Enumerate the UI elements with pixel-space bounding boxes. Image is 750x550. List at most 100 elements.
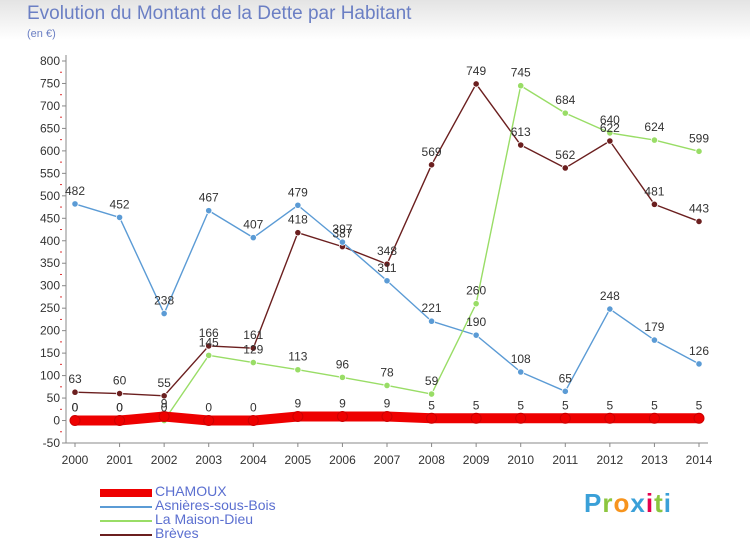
- data-point: [604, 412, 616, 424]
- legend-swatch: [100, 489, 152, 497]
- legend-label: La Maison-Dieu: [155, 511, 254, 527]
- x-tick-label: 2005: [285, 453, 312, 467]
- x-tick-label: 2002: [151, 453, 178, 467]
- data-point: [383, 277, 391, 285]
- data-label: 108: [511, 352, 531, 366]
- data-point: [693, 412, 705, 424]
- data-label: 9: [339, 396, 346, 410]
- x-tick-label: 2003: [195, 453, 222, 467]
- data-label: 5: [607, 398, 614, 412]
- y-tick-label: 800: [40, 54, 60, 68]
- data-label: 569: [422, 145, 442, 159]
- data-point: [205, 351, 213, 359]
- x-tick-label: 2004: [240, 453, 267, 467]
- y-tick-label: 50: [47, 391, 61, 405]
- legend-swatch: [100, 534, 152, 536]
- data-point: [561, 109, 569, 117]
- data-point: [336, 410, 348, 422]
- data-label: 0: [205, 401, 212, 415]
- data-label: 260: [466, 284, 486, 298]
- data-label: 5: [562, 398, 569, 412]
- legend-swatch: [100, 506, 152, 508]
- data-point: [427, 390, 436, 398]
- legend-swatch: [100, 520, 152, 522]
- legend-label: Brèves: [155, 525, 199, 541]
- data-label: 5: [696, 398, 703, 412]
- data-point: [381, 410, 393, 422]
- data-label: 126: [689, 344, 709, 358]
- data-point: [249, 234, 257, 242]
- y-tick-label: 300: [40, 279, 60, 293]
- data-label: 5: [651, 398, 658, 412]
- data-label: 0: [250, 401, 257, 415]
- data-label: 0: [161, 401, 168, 415]
- data-label: 481: [644, 184, 664, 198]
- logo-letter: t: [654, 488, 664, 518]
- data-point: [472, 300, 480, 308]
- data-label: 9: [384, 396, 391, 410]
- data-point: [294, 366, 302, 374]
- data-label: 221: [422, 301, 442, 315]
- data-point: [247, 415, 259, 427]
- data-label: 96: [336, 357, 350, 371]
- x-tick-label: 2009: [463, 453, 490, 467]
- logo-letter: o: [613, 488, 631, 518]
- data-point: [606, 129, 614, 137]
- data-label: 613: [511, 125, 531, 139]
- logo-letter: P: [584, 488, 603, 518]
- y-tick-label: 550: [40, 166, 60, 180]
- data-label: 238: [154, 294, 174, 308]
- data-label: 0: [72, 401, 79, 415]
- y-tick-label: 0: [53, 414, 60, 428]
- x-tick-label: 2000: [62, 453, 89, 467]
- x-tick-label: 2013: [641, 453, 668, 467]
- x-tick-label: 2012: [597, 453, 624, 467]
- data-label: 5: [517, 398, 524, 412]
- data-point: [205, 207, 213, 215]
- data-label: 0: [116, 401, 123, 415]
- data-label: 179: [644, 320, 664, 334]
- x-tick-label: 2011: [552, 453, 578, 467]
- data-label: 5: [473, 398, 480, 412]
- data-point: [695, 217, 703, 226]
- data-label: 467: [199, 191, 219, 205]
- data-point: [695, 360, 703, 368]
- logo-letter: x: [630, 488, 646, 518]
- y-tick-label: 100: [40, 369, 60, 383]
- data-label: 745: [511, 66, 531, 80]
- y-tick-label: 450: [40, 211, 60, 225]
- data-point: [561, 387, 569, 395]
- data-point: [158, 410, 170, 422]
- data-label: 248: [600, 289, 620, 303]
- data-point: [606, 137, 614, 145]
- data-label: 166: [199, 326, 219, 340]
- x-tick-label: 2007: [374, 453, 401, 467]
- data-point: [561, 164, 569, 172]
- y-tick-label: 650: [40, 121, 60, 135]
- data-label: 5: [428, 398, 435, 412]
- data-point: [472, 80, 480, 88]
- data-point: [294, 201, 302, 209]
- data-label: 443: [689, 201, 709, 215]
- y-tick-label: 150: [40, 346, 60, 360]
- data-point: [69, 415, 81, 427]
- data-label: 624: [644, 120, 664, 134]
- data-point: [426, 412, 438, 424]
- data-point: [294, 229, 302, 237]
- data-point: [606, 305, 614, 313]
- y-tick-label: 200: [40, 324, 60, 338]
- data-label: 63: [68, 372, 82, 386]
- data-point: [517, 82, 525, 90]
- data-point: [338, 238, 347, 246]
- data-point: [559, 412, 571, 424]
- data-label: 0: [72, 401, 79, 415]
- data-point: [383, 260, 391, 268]
- data-label: 129: [243, 343, 263, 357]
- data-point: [338, 373, 347, 381]
- legend-label: CHAMOUX: [155, 483, 227, 499]
- logo-letter: r: [602, 488, 614, 518]
- data-point: [114, 415, 126, 427]
- y-tick-label: 400: [40, 234, 60, 248]
- data-label: 749: [466, 64, 486, 78]
- data-point: [427, 161, 436, 169]
